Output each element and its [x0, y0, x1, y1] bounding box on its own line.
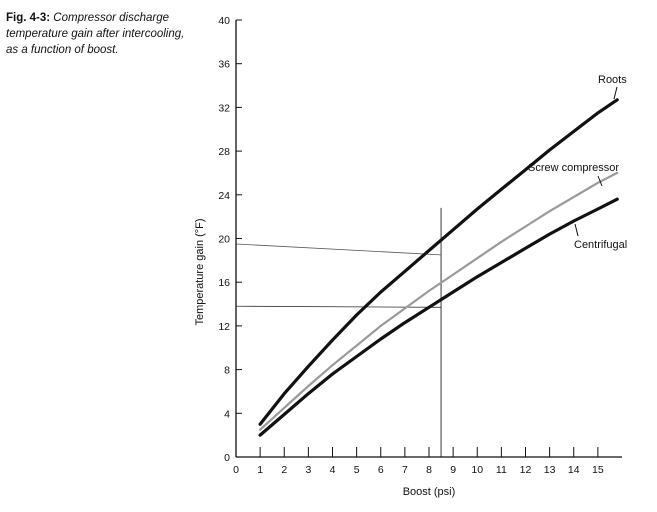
x-tick-label: 11 — [496, 464, 507, 476]
x-tick-label: 3 — [305, 464, 311, 476]
y-tick-label: 12 — [218, 321, 230, 333]
reference-line-centrifugal — [235, 305, 442, 308]
figure-caption: Fig. 4-3: Compressor discharge temperatu… — [6, 10, 186, 58]
series-label-centrifugal: Centrifugal — [574, 239, 627, 251]
y-tick-label: 32 — [218, 102, 230, 114]
x-tick-label: 7 — [402, 464, 408, 476]
y-tick-label: 28 — [218, 146, 230, 158]
x-tick-label: 4 — [330, 464, 336, 476]
series-leader-centrifugal — [574, 223, 579, 237]
y-tick-label: 40 — [218, 15, 230, 27]
x-tick-label: 6 — [378, 464, 384, 476]
y-tick-label: 0 — [224, 452, 230, 464]
x-tick-label: 0 — [233, 464, 239, 476]
series-line-roots — [258, 98, 619, 426]
x-tick-label: 1 — [257, 464, 263, 476]
figure-description: Compressor discharge temperature gain af… — [6, 12, 185, 56]
x-axis-title: Boost (psi) — [403, 486, 456, 498]
x-tick-label: 15 — [592, 464, 604, 476]
x-tick-label: 13 — [544, 464, 556, 476]
series-line-centrifugal — [258, 197, 619, 437]
reference-line-roots — [235, 243, 442, 256]
x-tick-label: 14 — [568, 464, 580, 476]
series-label-screw: Screw compressor — [528, 162, 619, 174]
y-axis-title: Temperature gain (°F) — [194, 218, 206, 325]
x-tick-label: 10 — [471, 464, 483, 476]
series-leader-screw — [597, 175, 603, 187]
x-tick-label: 9 — [450, 464, 456, 476]
series — [258, 98, 619, 437]
series-line-screw-compressor — [259, 171, 619, 431]
y-tick-label: 36 — [218, 59, 230, 71]
x-tick-label: 2 — [281, 464, 287, 476]
y-tick-label: 4 — [224, 408, 230, 420]
x-tick-label: 12 — [520, 464, 532, 476]
x-tick-label: 8 — [426, 464, 432, 476]
axes — [235, 20, 622, 458]
y-tick-label: 16 — [218, 277, 230, 289]
figure-number: Fig. 4-3: — [6, 12, 51, 24]
series-leader-roots — [613, 86, 618, 100]
series-labels: Roots Screw compressor Centrifugal — [528, 74, 627, 251]
x-tick-label: 5 — [354, 464, 360, 476]
y-tick-label: 24 — [218, 190, 230, 202]
y-tick-label: 8 — [224, 365, 230, 377]
series-label-roots: Roots — [598, 74, 627, 86]
y-tick-label: 20 — [218, 234, 230, 246]
